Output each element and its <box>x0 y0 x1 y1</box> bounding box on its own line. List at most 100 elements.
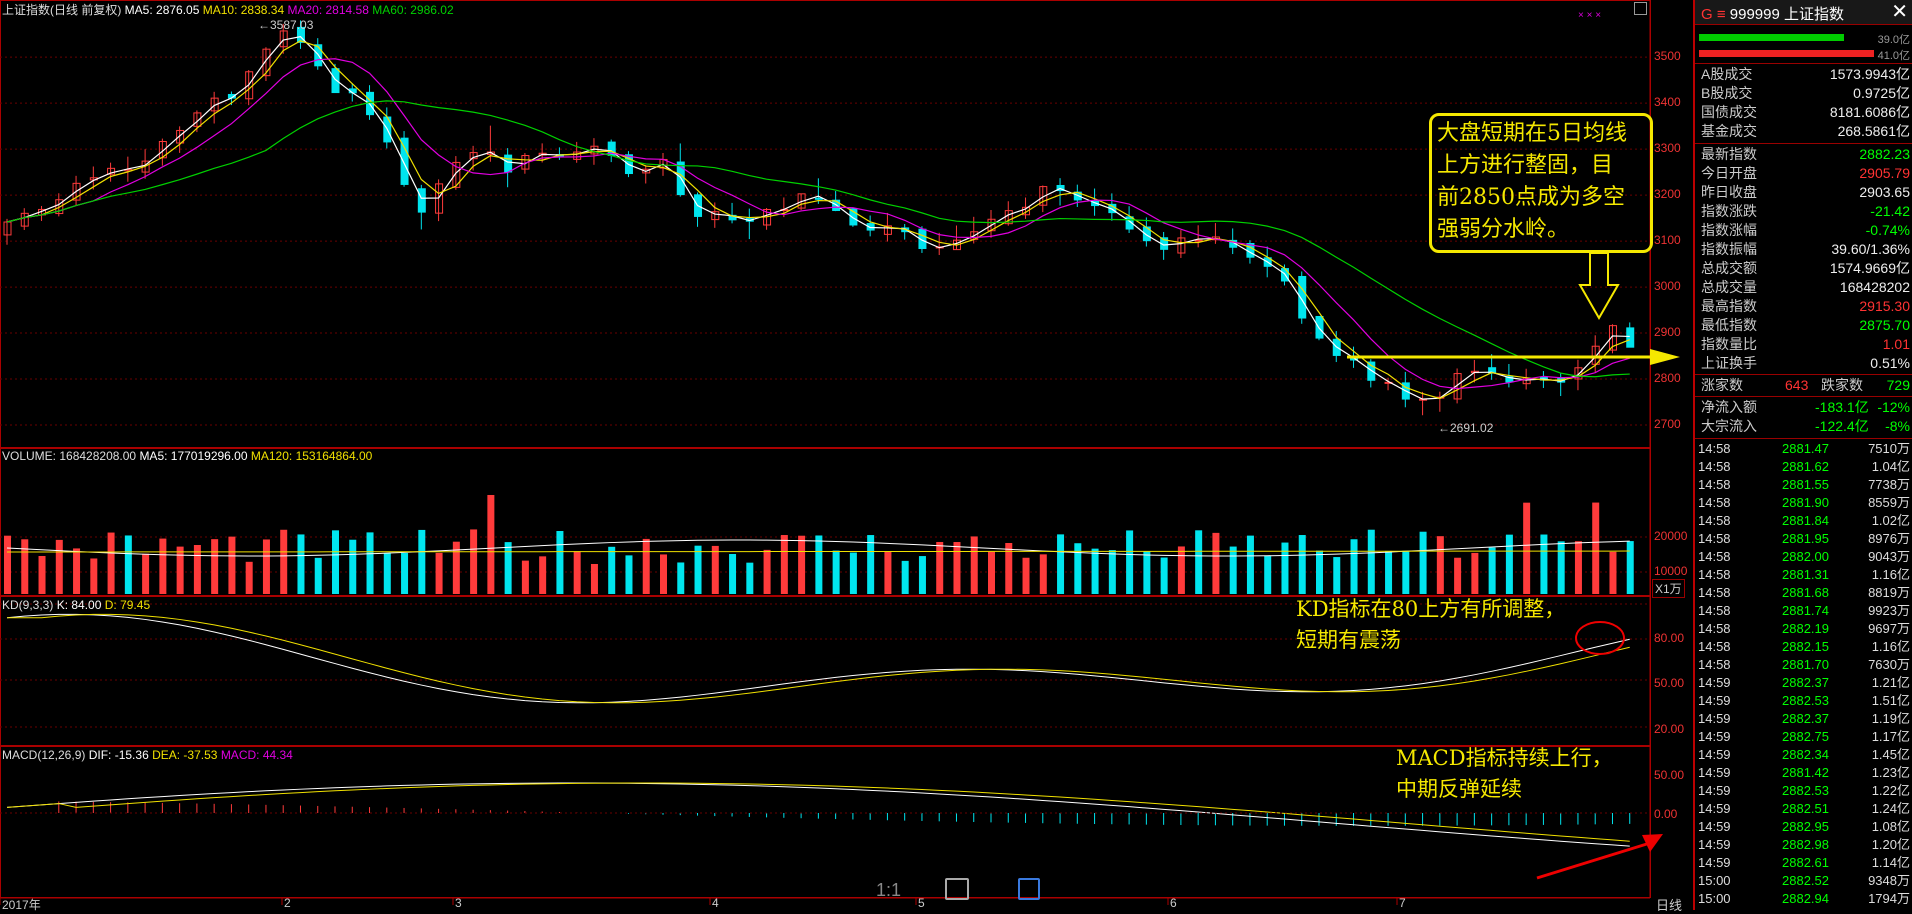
tick-price: 2882.37 <box>1782 711 1829 726</box>
volume-bar <box>142 553 150 594</box>
tick-volume: 8819万 <box>1868 585 1910 600</box>
close-icon[interactable]: ✕ <box>1891 1 1908 23</box>
volume-value: VOLUME: 168428208.00 <box>2 449 137 463</box>
tick-time: 14:58 <box>1698 621 1731 636</box>
fullscreen-icon[interactable] <box>945 878 969 900</box>
volume-row-label: B股成交 <box>1701 85 1753 101</box>
volume-bar <box>763 549 771 594</box>
tick-time: 14:58 <box>1698 459 1731 474</box>
window-dots-icon[interactable]: × × × <box>1578 10 1602 21</box>
price-tick-label: 3100 <box>1654 233 1681 248</box>
ma-line <box>6 100 1630 378</box>
stat-row-label: 今日开盘 <box>1701 165 1757 181</box>
tick-price: 2882.95 <box>1782 819 1829 834</box>
stat-row: 指数涨幅 -0.74% <box>1695 221 1912 240</box>
volume-legend: VOLUME: 168428208.00 MA5: 177019296.00 M… <box>2 449 372 463</box>
candle <box>573 151 582 160</box>
candle <box>72 182 81 201</box>
stat-row-label: 指数涨跌 <box>1701 203 1757 219</box>
stat-row: 最低指数 2875.70 <box>1695 316 1912 335</box>
period-label[interactable]: 日线 <box>1656 898 1683 913</box>
candle <box>1505 376 1514 383</box>
tick-row: 14:59 2882.53 1.51亿 <box>1695 692 1912 710</box>
tick-volume: 8559万 <box>1868 495 1910 510</box>
candle <box>55 199 64 215</box>
tick-time: 14:59 <box>1698 783 1731 798</box>
volume-bar <box>1074 543 1082 594</box>
candle <box>1022 206 1031 216</box>
draw-tool-icon[interactable] <box>1018 878 1040 900</box>
tick-row: 14:58 2881.90 8559万 <box>1695 494 1912 512</box>
volume-bar <box>798 535 806 594</box>
volume-bar <box>918 556 926 594</box>
volume-bar <box>1350 539 1358 594</box>
stat-row: 总成交额 1574.9669亿 <box>1695 259 1912 278</box>
x-axis-label: 4 <box>712 896 719 910</box>
candle <box>642 168 651 174</box>
volume-bar <box>988 551 995 594</box>
index-name: 上证指数 <box>1784 6 1845 23</box>
candle <box>193 112 202 127</box>
volume-row-value: 1573.9943亿 <box>1829 66 1910 82</box>
tick-volume: 9043万 <box>1868 549 1910 564</box>
volume-bar <box>21 539 29 594</box>
x-axis-label: 2017年 <box>2 898 41 912</box>
volume-unit: X1万 <box>1652 579 1685 598</box>
volume-row-value: 0.9725亿 <box>1853 85 1910 101</box>
macd-histogram <box>0 782 1650 847</box>
ratio-button[interactable]: 1:1 <box>876 880 902 900</box>
volume-bar <box>1108 550 1116 594</box>
tick-time: 15:00 <box>1698 873 1731 888</box>
volume-row: B股成交 0.9725亿 <box>1695 84 1912 103</box>
tick-price: 2882.75 <box>1782 729 1829 744</box>
volume-bar <box>642 538 650 594</box>
kd-d-value: D: 79.45 <box>104 598 151 612</box>
flow-amount: -122.4亿 <box>1815 418 1869 434</box>
low-value: 2691.02 <box>1450 421 1494 435</box>
tick-row: 14:58 2882.15 1.16亿 <box>1695 638 1912 656</box>
stat-row: 最新指数 2882.23 <box>1695 145 1912 164</box>
tick-time: 14:59 <box>1698 693 1731 708</box>
tick-volume: 1.16亿 <box>1871 639 1910 654</box>
volume-bar <box>4 535 11 594</box>
index-code: 999999 <box>1729 6 1780 23</box>
stat-row: 上证换手 0.51% <box>1695 354 1912 373</box>
candle <box>331 68 340 94</box>
tick-volume: 1.22亿 <box>1871 783 1910 798</box>
high-marker: ←3587.03 <box>258 18 314 32</box>
stat-row-value: 1574.9669亿 <box>1829 260 1910 276</box>
flow-row-label: 大宗流入 <box>1701 418 1757 434</box>
flow-row-value: -12% <box>1877 399 1910 415</box>
candle <box>849 208 858 226</box>
candle <box>1453 373 1462 400</box>
panel-restore-icon[interactable] <box>1634 2 1647 15</box>
tick-volume: 1.08亿 <box>1871 819 1910 834</box>
flow-row-value: -8% <box>1885 418 1910 434</box>
stat-row-value: 2882.23 <box>1859 146 1910 162</box>
tick-price: 2881.68 <box>1782 585 1829 600</box>
volume-bars <box>4 494 1634 594</box>
stat-row-value: 2905.79 <box>1859 165 1910 181</box>
volume-bar <box>573 551 581 594</box>
quote-panel: G ≡ 999999 上证指数 ✕ 39.0亿 41.0亿 A股成交 1573.9… <box>1693 0 1912 910</box>
volume-bar <box>470 529 478 594</box>
price-tick-label: 3400 <box>1654 95 1681 110</box>
ma5-label: MA5: 2876.05 <box>124 3 200 17</box>
volume-bar <box>383 553 391 594</box>
volume-bar <box>159 538 167 594</box>
stat-row-value: 168428202 <box>1839 279 1910 295</box>
tick-price: 2882.53 <box>1782 783 1829 798</box>
stat-row-label: 昨日收盘 <box>1701 184 1757 200</box>
volume-bar <box>1436 536 1444 594</box>
tick-volume: 7738万 <box>1868 477 1910 492</box>
kd-k-value: K: 84.00 <box>56 598 102 612</box>
stat-row-value: 2875.70 <box>1859 317 1910 333</box>
flow-amount: -183.1亿 <box>1815 399 1869 415</box>
stat-row-label: 最新指数 <box>1701 146 1757 162</box>
volume-bar <box>1402 550 1410 594</box>
down-arrow-icon <box>1578 252 1620 321</box>
tick-row: 14:59 2881.42 1.23亿 <box>1695 764 1912 782</box>
kline-chart-area[interactable] <box>0 0 1693 910</box>
tick-time: 14:58 <box>1698 585 1731 600</box>
candle <box>210 97 219 112</box>
